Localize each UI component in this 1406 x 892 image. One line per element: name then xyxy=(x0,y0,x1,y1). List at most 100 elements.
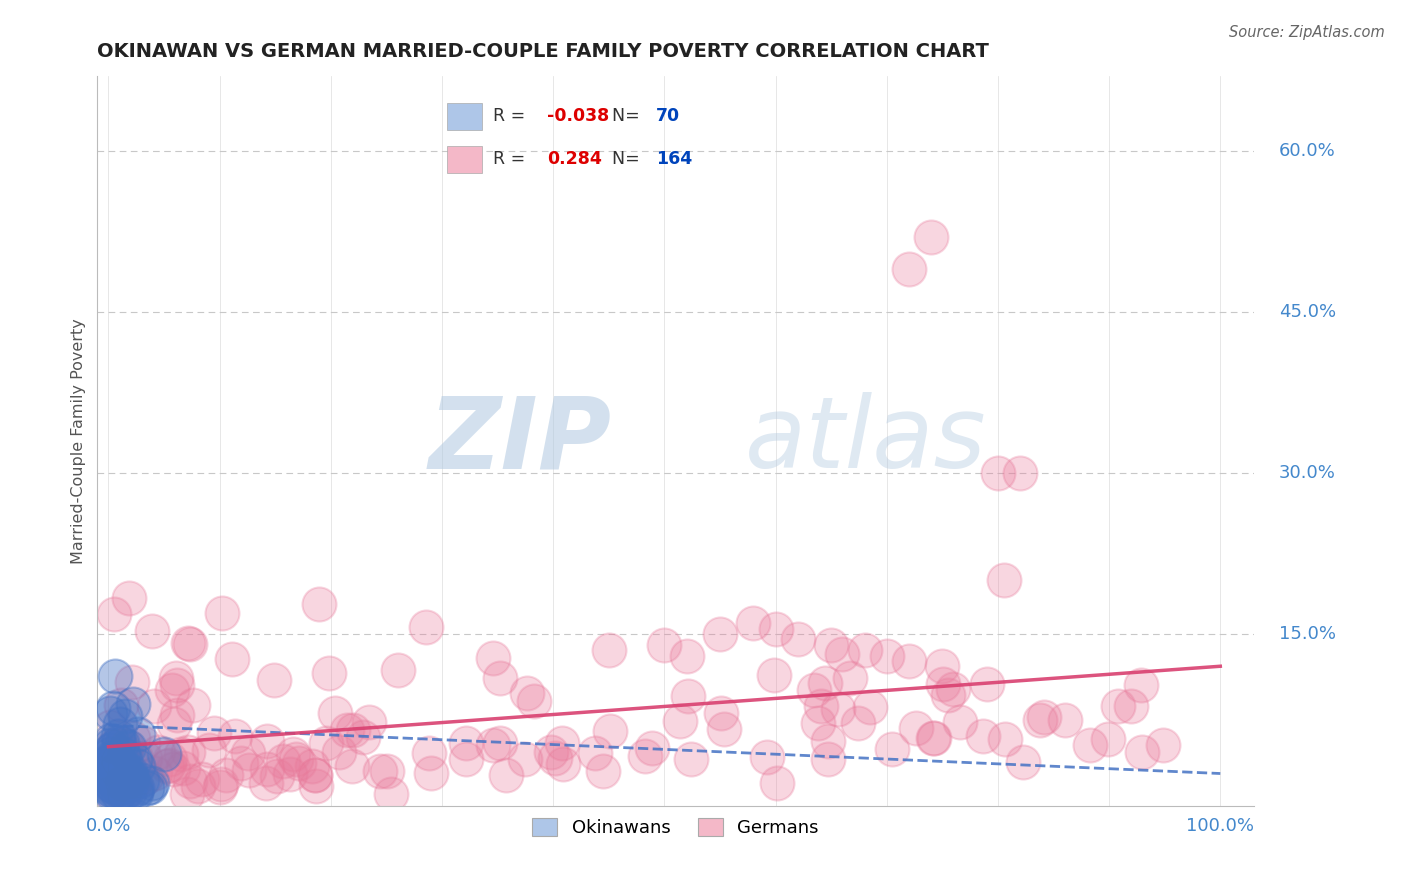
Point xyxy=(304,779,326,793)
Point xyxy=(675,648,697,663)
Point xyxy=(104,769,127,783)
Point xyxy=(898,262,921,277)
Point xyxy=(98,780,121,795)
Point xyxy=(179,637,201,651)
Point xyxy=(224,730,246,744)
Text: 30.0%: 30.0% xyxy=(1279,464,1336,483)
Point xyxy=(827,702,849,716)
Point xyxy=(254,775,277,789)
Point xyxy=(454,752,477,766)
Point xyxy=(107,780,129,795)
Point xyxy=(124,753,146,767)
Point xyxy=(315,736,337,750)
Point xyxy=(108,765,131,780)
Point xyxy=(1107,698,1129,713)
Point xyxy=(932,677,955,691)
Point xyxy=(876,648,898,663)
Point xyxy=(831,647,853,661)
Point xyxy=(143,766,166,780)
Text: 60.0%: 60.0% xyxy=(1279,143,1336,161)
Point xyxy=(107,787,129,801)
Point xyxy=(118,770,141,784)
Text: atlas: atlas xyxy=(745,392,987,490)
Point xyxy=(115,774,138,789)
Point xyxy=(156,759,179,773)
Point xyxy=(110,785,132,799)
Point xyxy=(115,784,138,798)
Point xyxy=(131,773,153,788)
Point xyxy=(839,672,862,686)
Point xyxy=(118,764,141,779)
Point xyxy=(108,768,131,782)
Point xyxy=(513,752,536,766)
Point xyxy=(121,731,143,746)
Point xyxy=(112,784,135,798)
Point xyxy=(418,746,440,760)
Point xyxy=(633,748,655,763)
Point xyxy=(117,764,139,779)
Point xyxy=(107,729,129,743)
Point xyxy=(177,636,200,650)
Point xyxy=(482,650,505,665)
Point xyxy=(111,747,134,761)
Point xyxy=(551,736,574,750)
Point xyxy=(98,768,121,782)
Point xyxy=(301,758,323,772)
Point xyxy=(922,731,945,746)
Point xyxy=(170,747,193,761)
Point xyxy=(100,786,122,800)
Point xyxy=(1130,745,1153,759)
Point xyxy=(308,598,330,612)
Point xyxy=(208,780,231,794)
Point xyxy=(118,786,141,800)
Point xyxy=(98,772,121,786)
Point xyxy=(236,746,259,760)
Point xyxy=(103,776,125,790)
Point xyxy=(352,730,374,744)
Point xyxy=(976,676,998,690)
Point xyxy=(148,745,170,759)
Point xyxy=(100,778,122,792)
Point xyxy=(756,750,779,764)
Point xyxy=(107,753,129,767)
Point xyxy=(160,682,183,697)
Point xyxy=(641,741,664,756)
Point xyxy=(114,708,136,723)
Text: ZIP: ZIP xyxy=(429,392,612,490)
Point xyxy=(931,659,953,673)
Point xyxy=(380,787,402,801)
Point xyxy=(103,607,125,621)
Point xyxy=(256,762,278,776)
Point xyxy=(846,716,869,731)
Point xyxy=(135,770,157,784)
Point xyxy=(263,673,285,688)
Point xyxy=(159,752,181,766)
Point xyxy=(763,668,786,682)
Point xyxy=(108,756,131,771)
Point xyxy=(489,671,512,685)
Point xyxy=(101,780,124,794)
Point xyxy=(920,230,942,244)
Point xyxy=(105,772,128,786)
Point xyxy=(482,739,505,753)
Y-axis label: Married-Couple Family Poverty: Married-Couple Family Poverty xyxy=(72,318,86,564)
Point xyxy=(104,755,127,769)
Point xyxy=(318,665,340,680)
Point xyxy=(121,675,143,690)
Point xyxy=(993,731,1015,746)
Point xyxy=(283,747,305,761)
Point xyxy=(108,717,131,731)
Point xyxy=(98,755,121,769)
Point xyxy=(231,756,253,771)
Text: 15.0%: 15.0% xyxy=(1279,625,1336,643)
Point xyxy=(803,682,825,697)
Point xyxy=(114,787,136,801)
Point xyxy=(103,768,125,782)
Point xyxy=(898,654,921,668)
Point xyxy=(121,697,143,711)
Point xyxy=(387,663,409,677)
Point xyxy=(221,651,243,665)
Point xyxy=(105,765,128,780)
Point xyxy=(118,739,141,754)
Point xyxy=(1119,698,1142,713)
